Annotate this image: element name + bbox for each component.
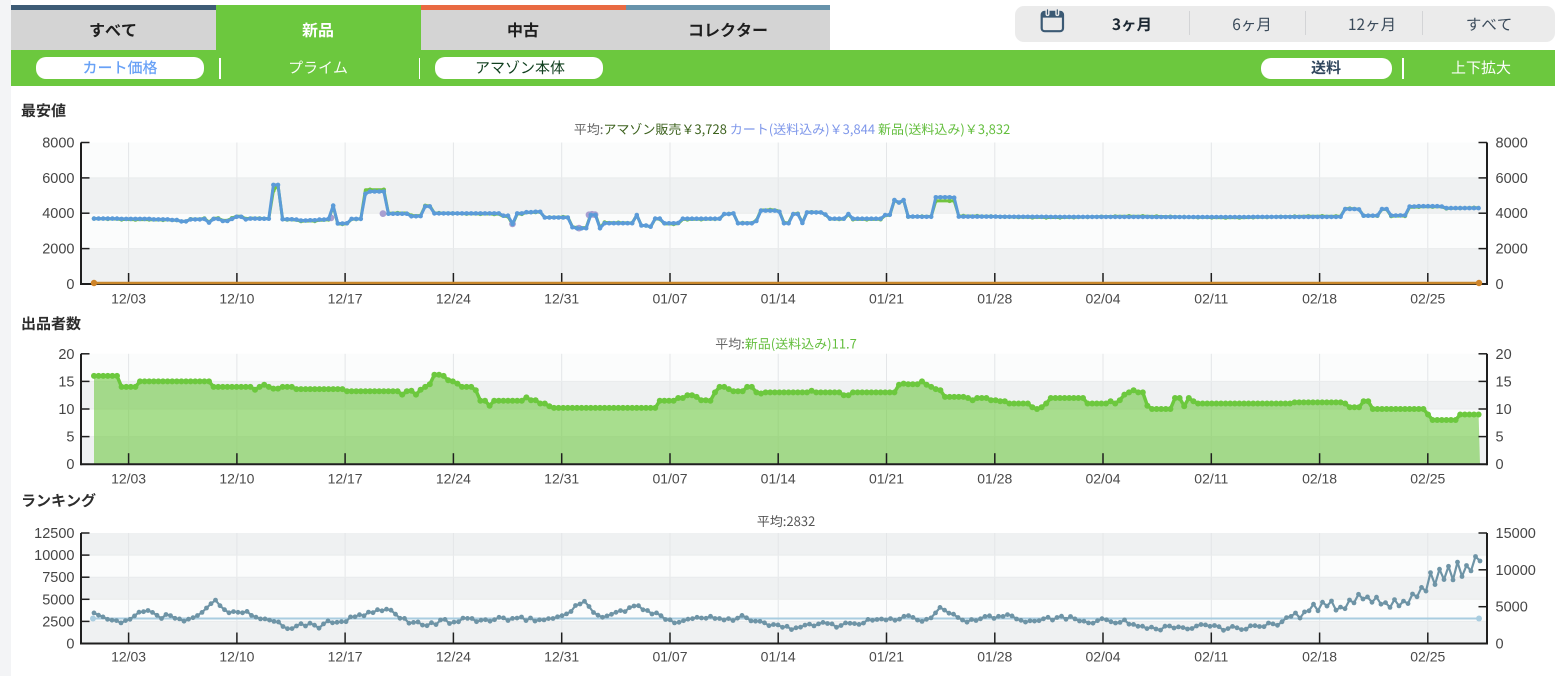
svg-text:10000: 10000 <box>34 548 74 564</box>
svg-text:01/21: 01/21 <box>869 291 904 307</box>
svg-text:02/18: 02/18 <box>1302 471 1337 487</box>
svg-text:2000: 2000 <box>42 242 74 258</box>
svg-text:12/03: 12/03 <box>111 291 146 307</box>
svg-text:5000: 5000 <box>42 592 74 608</box>
svg-text:20: 20 <box>58 347 74 363</box>
svg-text:12/03: 12/03 <box>111 471 146 487</box>
svg-text:2000: 2000 <box>1496 242 1528 258</box>
svg-text:01/14: 01/14 <box>761 291 796 307</box>
svg-text:12/17: 12/17 <box>328 471 363 487</box>
svg-text:01/28: 01/28 <box>977 291 1012 307</box>
svg-text:8000: 8000 <box>1496 136 1528 152</box>
svg-text:01/21: 01/21 <box>869 471 904 487</box>
svg-text:12500: 12500 <box>34 526 74 542</box>
svg-text:02/11: 02/11 <box>1194 649 1228 665</box>
svg-text:02/11: 02/11 <box>1194 471 1228 487</box>
svg-text:7500: 7500 <box>42 570 74 586</box>
svg-text:0: 0 <box>1496 457 1504 473</box>
svg-text:01/14: 01/14 <box>761 649 796 665</box>
svg-text:0: 0 <box>66 277 74 293</box>
svg-text:15: 15 <box>1496 374 1512 390</box>
svg-text:12/24: 12/24 <box>436 291 471 307</box>
svg-text:4000: 4000 <box>42 206 74 222</box>
svg-text:10000: 10000 <box>1496 563 1536 579</box>
svg-text:12/10: 12/10 <box>219 471 254 487</box>
svg-text:0: 0 <box>1496 277 1504 293</box>
svg-text:15: 15 <box>58 374 74 390</box>
svg-text:01/21: 01/21 <box>869 649 904 665</box>
svg-text:20: 20 <box>1496 347 1512 363</box>
svg-text:6000: 6000 <box>42 171 74 187</box>
svg-text:02/04: 02/04 <box>1085 649 1120 665</box>
svg-text:0: 0 <box>1496 637 1504 653</box>
svg-text:12/10: 12/10 <box>219 291 254 307</box>
svg-text:02/04: 02/04 <box>1085 471 1120 487</box>
svg-text:02/18: 02/18 <box>1302 649 1337 665</box>
svg-text:5000: 5000 <box>1496 600 1528 616</box>
svg-text:10: 10 <box>1496 402 1512 418</box>
svg-text:02/11: 02/11 <box>1194 291 1228 307</box>
svg-text:02/25: 02/25 <box>1410 649 1445 665</box>
svg-text:02/25: 02/25 <box>1410 471 1445 487</box>
svg-text:02/04: 02/04 <box>1085 291 1120 307</box>
svg-text:0: 0 <box>66 457 74 473</box>
svg-text:12/17: 12/17 <box>328 649 363 665</box>
svg-text:12/10: 12/10 <box>219 649 254 665</box>
svg-text:0: 0 <box>66 637 74 653</box>
svg-text:15000: 15000 <box>1496 526 1536 542</box>
svg-text:4000: 4000 <box>1496 206 1528 222</box>
svg-text:02/18: 02/18 <box>1302 291 1337 307</box>
svg-text:12/24: 12/24 <box>436 471 471 487</box>
svg-text:01/07: 01/07 <box>652 649 687 665</box>
svg-text:5: 5 <box>1496 430 1504 446</box>
svg-text:5: 5 <box>66 430 74 446</box>
svg-text:6000: 6000 <box>1496 171 1528 187</box>
svg-text:12/17: 12/17 <box>328 291 363 307</box>
svg-text:01/14: 01/14 <box>761 471 796 487</box>
svg-text:12/24: 12/24 <box>436 649 471 665</box>
svg-text:12/31: 12/31 <box>544 649 579 665</box>
svg-text:12/31: 12/31 <box>544 291 579 307</box>
svg-text:02/25: 02/25 <box>1410 291 1445 307</box>
svg-text:2500: 2500 <box>42 614 74 630</box>
svg-text:01/28: 01/28 <box>977 649 1012 665</box>
svg-text:10: 10 <box>58 402 74 418</box>
svg-text:01/07: 01/07 <box>652 291 687 307</box>
svg-text:01/28: 01/28 <box>977 471 1012 487</box>
svg-text:8000: 8000 <box>42 136 74 152</box>
svg-text:12/31: 12/31 <box>544 471 579 487</box>
svg-text:12/03: 12/03 <box>111 649 146 665</box>
svg-text:01/07: 01/07 <box>652 471 687 487</box>
